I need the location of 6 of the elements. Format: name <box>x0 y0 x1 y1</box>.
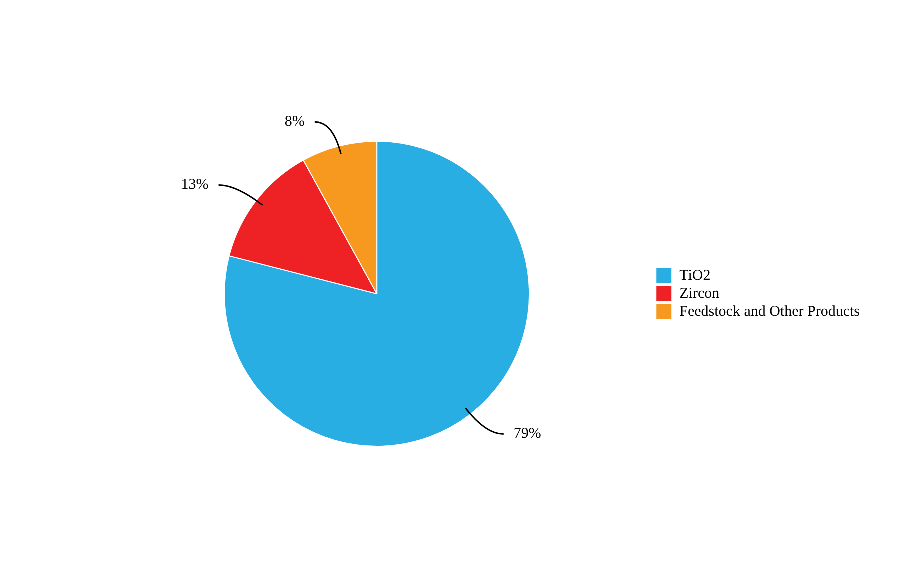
legend-label: Feedstock and Other Products <box>680 304 860 320</box>
data-label: 79% <box>514 426 542 442</box>
legend-label: TiO2 <box>680 268 711 284</box>
data-label: 13% <box>181 177 209 194</box>
legend-label: Zircon <box>680 286 720 302</box>
data-label: 8% <box>284 114 305 130</box>
